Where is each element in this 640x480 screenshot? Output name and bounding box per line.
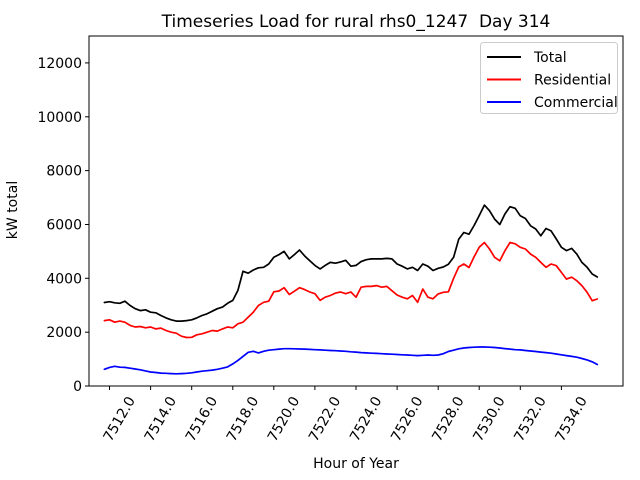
line-commercial: [103, 346, 599, 375]
legend-label-total: Total: [533, 50, 567, 66]
y-tick-label: 12000: [37, 56, 82, 72]
legend: Total Residential Commercial: [480, 42, 618, 114]
y-tick-label: 2000: [46, 325, 82, 341]
y-tick-label: 8000: [46, 164, 82, 180]
legend-label-residential: Residential: [534, 73, 611, 89]
line-residential: [103, 241, 599, 339]
y-tick-label: 4000: [46, 271, 82, 287]
legend-box: [480, 42, 618, 114]
y-axis: 0 2000 4000 6000 8000 10000 12000: [37, 56, 89, 395]
chart-title: Timeseries Load for rural rhs0_1247 Day …: [161, 12, 551, 32]
y-tick-label: 10000: [37, 110, 82, 126]
axes-spines: [88, 35, 624, 387]
y-axis-label: kW total: [5, 181, 21, 239]
y-tick-label: 6000: [46, 218, 82, 234]
y-tick-label: 0: [73, 379, 82, 395]
series-lines: [103, 204, 599, 375]
line-total: [103, 204, 599, 322]
legend-label-commercial: Commercial: [534, 95, 618, 111]
x-axis-label: Hour of Year: [313, 456, 399, 472]
